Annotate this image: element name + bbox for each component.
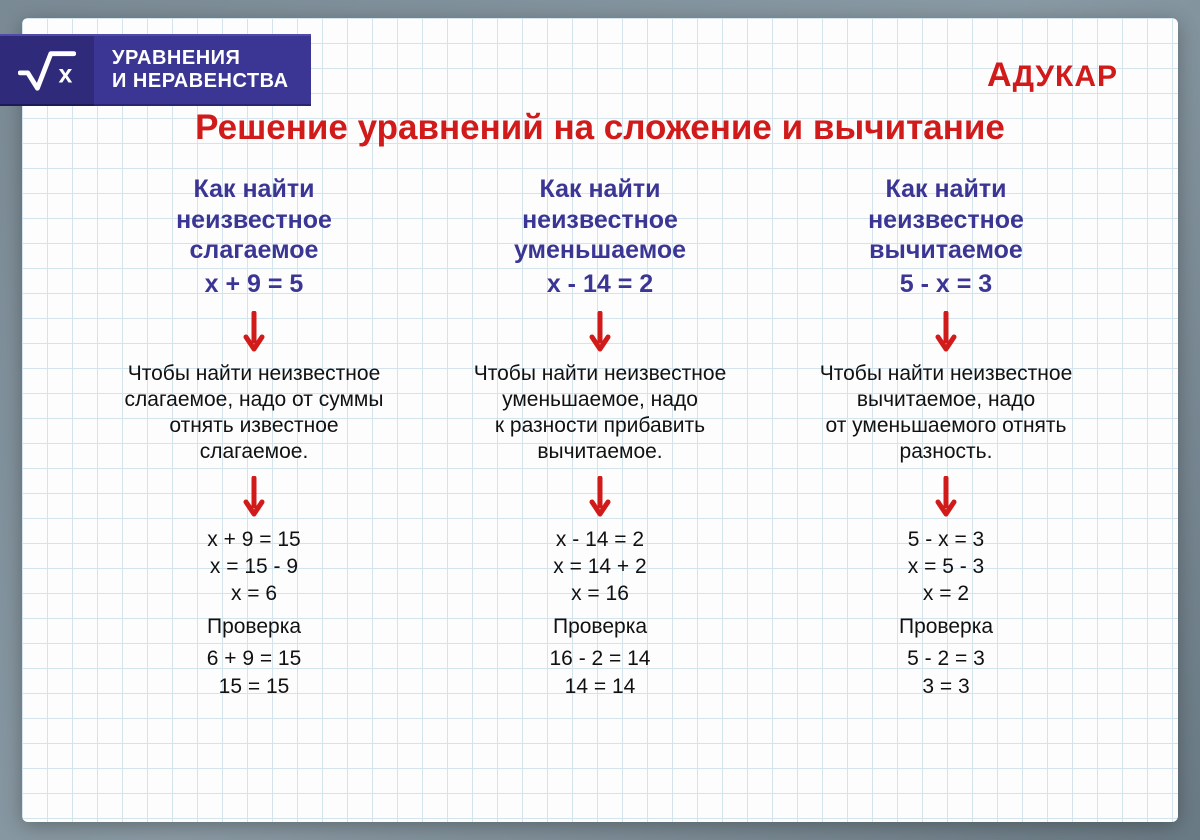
column-subtitle: Как найти неизвестное слагаемое [176, 174, 332, 266]
column-minuend: Как найти неизвестное уменьшаемое x - 14… [432, 174, 768, 700]
arrow-down-icon [243, 476, 265, 518]
columns-container: Как найти неизвестное слагаемое x + 9 = … [62, 174, 1138, 700]
check-steps: 6 + 9 = 15 15 = 15 [207, 645, 302, 700]
check-label: Проверка [899, 615, 993, 639]
sqrt-icon: x [0, 34, 94, 106]
column-addend: Как найти неизвестное слагаемое x + 9 = … [86, 174, 422, 700]
column-subtitle: Как найти неизвестное уменьшаемое [514, 174, 686, 266]
solution-steps: x + 9 = 15 x = 15 - 9 x = 6 [207, 526, 300, 608]
example-equation: x - 14 = 2 [547, 270, 653, 299]
column-subtitle: Как найти неизвестное вычитаемое [868, 174, 1024, 266]
arrow-down-icon [243, 311, 265, 353]
example-equation: x + 9 = 5 [205, 270, 304, 299]
arrow-down-icon [935, 476, 957, 518]
example-equation: 5 - x = 3 [900, 270, 992, 299]
svg-text:x: x [59, 60, 73, 88]
check-label: Проверка [207, 615, 301, 639]
worksheet-paper: АДУКАР Решение уравнений на сложение и в… [22, 18, 1178, 822]
rule-text: Чтобы найти неизвестное уменьшаемое, над… [474, 361, 727, 466]
rule-text: Чтобы найти неизвестное слагаемое, надо … [125, 361, 384, 466]
solution-steps: 5 - x = 3 x = 5 - 3 x = 2 [908, 526, 984, 608]
brand-first-letter: А [987, 56, 1013, 94]
arrow-down-icon [589, 476, 611, 518]
check-steps: 5 - 2 = 3 3 = 3 [907, 645, 985, 700]
solution-steps: x - 14 = 2 x = 14 + 2 x = 16 [553, 526, 646, 608]
page-title: Решение уравнений на сложение и вычитани… [62, 108, 1138, 148]
check-label: Проверка [553, 615, 647, 639]
arrow-down-icon [589, 311, 611, 353]
column-subtrahend: Как найти неизвестное вычитаемое 5 - x =… [778, 174, 1114, 700]
brand-logo: АДУКАР [987, 56, 1118, 95]
category-tag: x УРАВНЕНИЯ И НЕРАВЕНСТВА [0, 34, 311, 106]
category-label: УРАВНЕНИЯ И НЕРАВЕНСТВА [94, 34, 311, 106]
brand-rest: ДУКАР [1013, 60, 1118, 93]
check-steps: 16 - 2 = 14 14 = 14 [550, 645, 651, 700]
arrow-down-icon [935, 311, 957, 353]
rule-text: Чтобы найти неизвестное вычитаемое, надо… [820, 361, 1073, 466]
